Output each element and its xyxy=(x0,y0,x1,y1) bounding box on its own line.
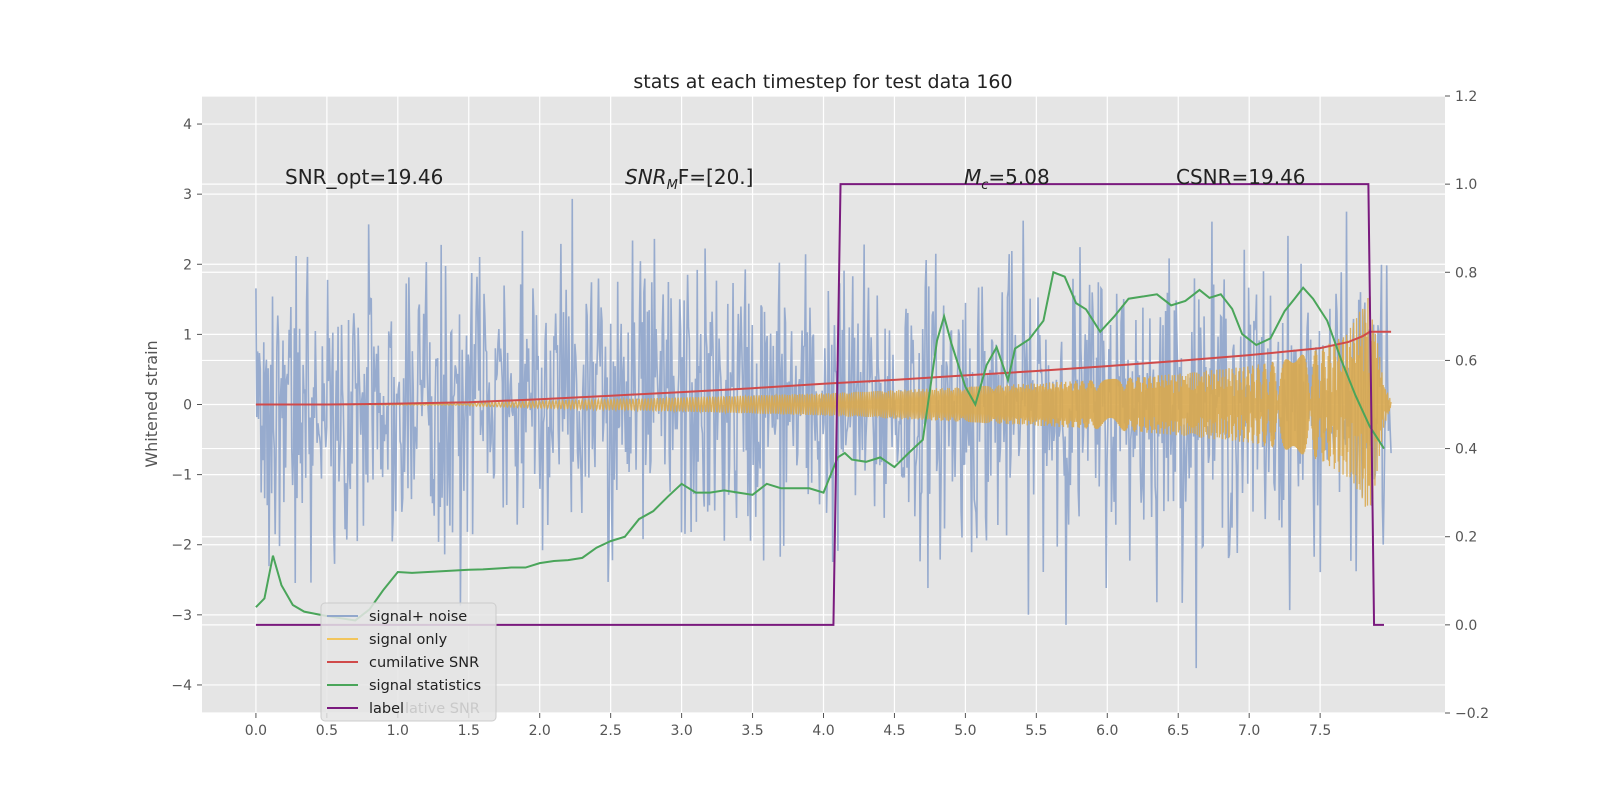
ticks: 0.0 0.5 1.0 1.5 2.0 2.5 3.0 3.5 4.0 4.5 5.0 5.5 6.0 6… xyxy=(171,89,1489,739)
annotation-snr-opt: SNR_opt=19.46 xyxy=(285,165,443,189)
y-tick-label: 2 xyxy=(183,257,192,273)
annotation-mc: Mc=5.08 xyxy=(964,165,1050,193)
y2-tick-label: 1.2 xyxy=(1455,89,1477,105)
y2-tick-label: 0.2 xyxy=(1455,530,1477,546)
series-layer xyxy=(255,183,1392,669)
legend-ghost-text: lative SNR xyxy=(405,701,480,717)
y-tick-label: 3 xyxy=(183,187,192,203)
x-tick-label: 1.0 xyxy=(387,723,409,739)
x-tick-label: 4.5 xyxy=(883,723,905,739)
annotation-csnr: CSNR=19.46 xyxy=(1176,165,1306,189)
y-tick-label: 1 xyxy=(183,327,192,343)
series-signal-statistics xyxy=(255,270,1385,622)
y-tick-label: −3 xyxy=(171,608,192,624)
legend-box xyxy=(320,602,497,722)
y-tick-label: −1 xyxy=(171,468,192,484)
x-tick-label: 7.5 xyxy=(1309,723,1331,739)
x-tick-label: 4.0 xyxy=(812,723,834,739)
x-tick-label: 6.0 xyxy=(1096,723,1118,739)
annotations: SNR_opt=19.46 SNRMF=[20.] Mc=5.08 CSNR=19.4… xyxy=(285,165,1306,193)
x-tick-label: 6.5 xyxy=(1167,723,1189,739)
y2-tick-label: 0.0 xyxy=(1455,618,1477,634)
y2-tick-label: 1.0 xyxy=(1455,177,1477,193)
x-tick-label: 3.0 xyxy=(670,723,692,739)
y2-tick-label: 0.4 xyxy=(1455,442,1477,458)
y2-tick-label: −0.2 xyxy=(1455,706,1489,722)
x-tick-label: 0.5 xyxy=(316,723,338,739)
y-tick-label: −4 xyxy=(171,678,192,694)
annotation-snr-mf: SNRMF=[20.] xyxy=(625,165,753,193)
series-signal-noise xyxy=(255,198,1392,669)
x-tick-label: 2.0 xyxy=(529,723,551,739)
legend-label: signal only xyxy=(369,632,448,648)
legend-label: signal+ noise xyxy=(369,609,467,625)
series-label xyxy=(255,183,1384,626)
x-tick-label: 0.0 xyxy=(245,723,267,739)
x-tick-label: 3.5 xyxy=(741,723,763,739)
legend-label: signal statistics xyxy=(369,678,481,694)
x-tick-label: 2.5 xyxy=(600,723,622,739)
series-signal-only xyxy=(255,296,1392,507)
chart-title: stats at each timestep for test data 160 xyxy=(633,71,1012,93)
x-tick-label: 5.5 xyxy=(1025,723,1047,739)
y-tick-label: 4 xyxy=(183,117,192,133)
x-tick-label: 5.0 xyxy=(954,723,976,739)
x-tick-label: 1.5 xyxy=(458,723,480,739)
series-cumilative-snr xyxy=(255,330,1392,406)
legend: lative SNR signal+ noise signal only cumila… xyxy=(320,602,497,722)
legend-label: cumilative SNR xyxy=(369,655,479,671)
y-axis-label: Whitened strain xyxy=(142,340,161,467)
x-tick-label: 7.0 xyxy=(1238,723,1260,739)
y2-tick-label: 0.6 xyxy=(1455,353,1477,369)
y2-tick-label: 0.8 xyxy=(1455,265,1477,281)
y-tick-label: −2 xyxy=(171,538,192,554)
y-tick-label: 0 xyxy=(183,398,192,414)
legend-label: label xyxy=(369,701,404,717)
